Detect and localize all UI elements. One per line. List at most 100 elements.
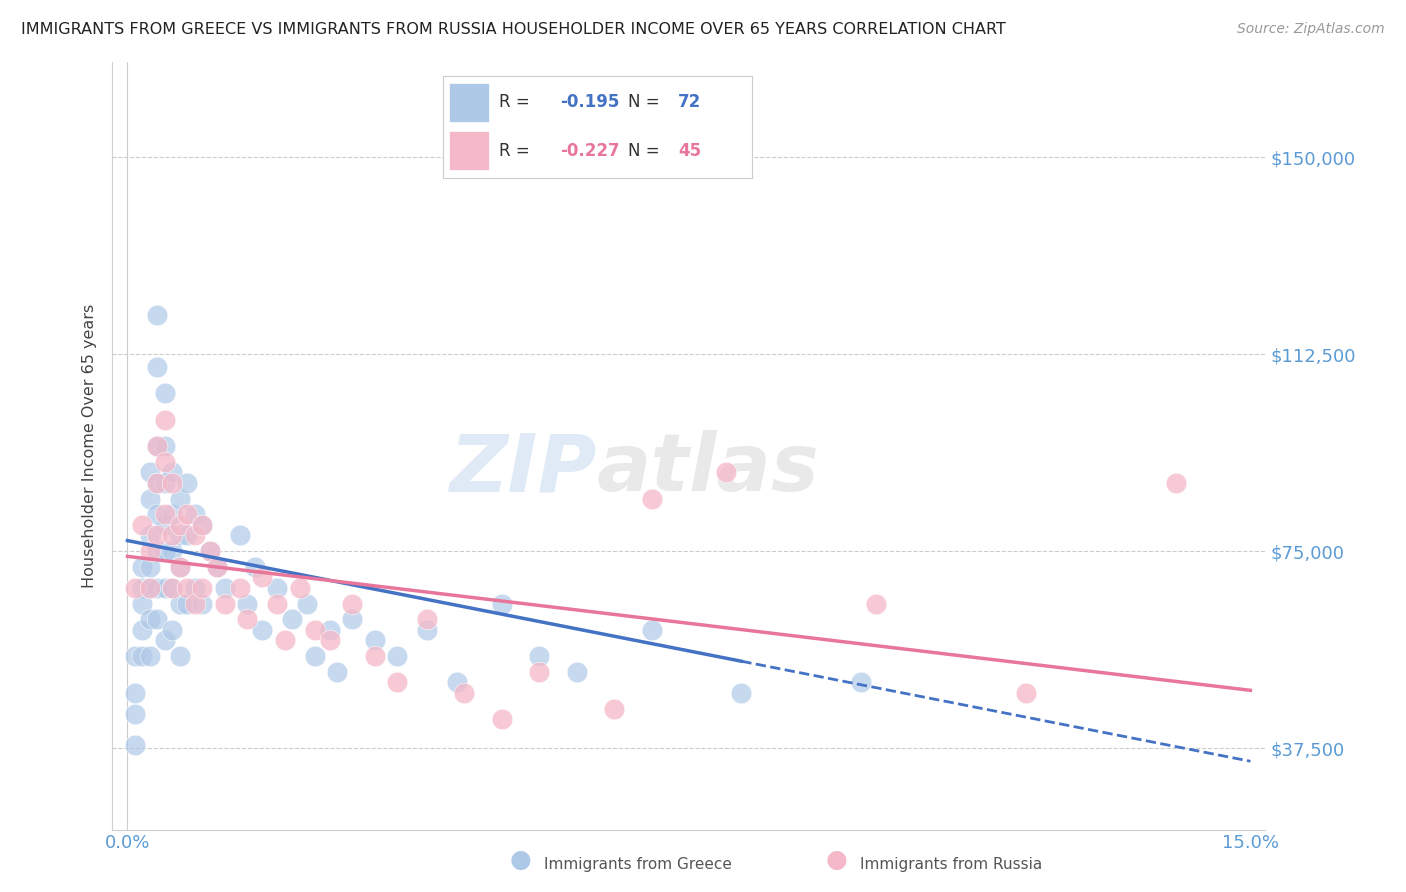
Point bbox=[153, 517, 176, 532]
Point bbox=[139, 559, 162, 574]
Point bbox=[153, 475, 176, 490]
Point bbox=[162, 475, 184, 490]
Point bbox=[131, 581, 153, 595]
Point bbox=[363, 633, 385, 648]
Text: R =: R = bbox=[499, 142, 534, 160]
Point bbox=[214, 581, 236, 595]
Point bbox=[453, 686, 475, 700]
Text: ZIP: ZIP bbox=[450, 430, 596, 508]
Point bbox=[169, 491, 191, 506]
Text: R =: R = bbox=[499, 94, 534, 112]
Point bbox=[139, 528, 162, 542]
Text: ●: ● bbox=[509, 848, 531, 872]
Point bbox=[565, 665, 588, 679]
Text: Source: ZipAtlas.com: Source: ZipAtlas.com bbox=[1237, 22, 1385, 37]
Point bbox=[184, 597, 207, 611]
Bar bbox=[449, 131, 489, 170]
Text: Immigrants from Greece: Immigrants from Greece bbox=[544, 857, 733, 872]
Point bbox=[716, 465, 738, 479]
Point bbox=[640, 623, 662, 637]
Point bbox=[250, 623, 273, 637]
Point bbox=[153, 633, 176, 648]
Text: Immigrants from Russia: Immigrants from Russia bbox=[860, 857, 1043, 872]
Point bbox=[640, 491, 662, 506]
Point bbox=[169, 559, 191, 574]
Point bbox=[146, 475, 169, 490]
Point bbox=[1015, 686, 1038, 700]
Point bbox=[139, 612, 162, 626]
Point bbox=[849, 675, 872, 690]
Point bbox=[169, 528, 191, 542]
Point bbox=[191, 517, 214, 532]
Point bbox=[266, 581, 288, 595]
Point bbox=[169, 597, 191, 611]
Y-axis label: Householder Income Over 65 years: Householder Income Over 65 years bbox=[82, 304, 97, 588]
Point bbox=[363, 649, 385, 664]
Point bbox=[146, 508, 169, 522]
Point bbox=[131, 649, 153, 664]
Point bbox=[385, 649, 408, 664]
Point bbox=[139, 581, 162, 595]
Point bbox=[153, 439, 176, 453]
Point bbox=[304, 649, 326, 664]
Text: IMMIGRANTS FROM GREECE VS IMMIGRANTS FROM RUSSIA HOUSEHOLDER INCOME OVER 65 YEAR: IMMIGRANTS FROM GREECE VS IMMIGRANTS FRO… bbox=[21, 22, 1005, 37]
Point bbox=[176, 508, 198, 522]
Point bbox=[191, 517, 214, 532]
Point bbox=[730, 686, 752, 700]
Point bbox=[139, 465, 162, 479]
Point bbox=[184, 581, 207, 595]
Point bbox=[139, 581, 162, 595]
Point bbox=[124, 739, 146, 753]
Point bbox=[214, 597, 236, 611]
Point bbox=[153, 581, 176, 595]
Text: 45: 45 bbox=[678, 142, 702, 160]
Point bbox=[162, 508, 184, 522]
Point bbox=[236, 597, 259, 611]
Point bbox=[131, 597, 153, 611]
Point bbox=[491, 597, 513, 611]
Point bbox=[153, 413, 176, 427]
Point bbox=[207, 559, 229, 574]
Point bbox=[304, 623, 326, 637]
Point bbox=[529, 665, 551, 679]
Point bbox=[131, 623, 153, 637]
Point bbox=[529, 649, 551, 664]
Point bbox=[146, 360, 169, 375]
Point bbox=[146, 308, 169, 322]
Point bbox=[385, 675, 408, 690]
Point bbox=[176, 528, 198, 542]
Point bbox=[139, 491, 162, 506]
Point bbox=[236, 612, 259, 626]
Point bbox=[318, 633, 340, 648]
Point bbox=[340, 612, 363, 626]
Point bbox=[146, 475, 169, 490]
Point bbox=[169, 649, 191, 664]
Point bbox=[169, 559, 191, 574]
Point bbox=[162, 544, 184, 558]
Point bbox=[146, 528, 169, 542]
Text: -0.227: -0.227 bbox=[561, 142, 620, 160]
Point bbox=[229, 581, 252, 595]
Point bbox=[295, 597, 318, 611]
Point bbox=[198, 544, 221, 558]
Point bbox=[162, 528, 184, 542]
Point bbox=[318, 623, 340, 637]
Point bbox=[139, 649, 162, 664]
Point bbox=[191, 597, 214, 611]
Point bbox=[146, 439, 169, 453]
Point bbox=[288, 581, 311, 595]
Point bbox=[124, 706, 146, 721]
Point bbox=[153, 386, 176, 401]
Point bbox=[139, 544, 162, 558]
Text: -0.195: -0.195 bbox=[561, 94, 620, 112]
Point bbox=[162, 581, 184, 595]
Point bbox=[340, 597, 363, 611]
Point bbox=[603, 702, 626, 716]
Point bbox=[162, 465, 184, 479]
Text: ●: ● bbox=[825, 848, 848, 872]
Point bbox=[191, 581, 214, 595]
Point bbox=[162, 623, 184, 637]
Point bbox=[184, 508, 207, 522]
Point bbox=[1164, 475, 1187, 490]
Point bbox=[446, 675, 468, 690]
